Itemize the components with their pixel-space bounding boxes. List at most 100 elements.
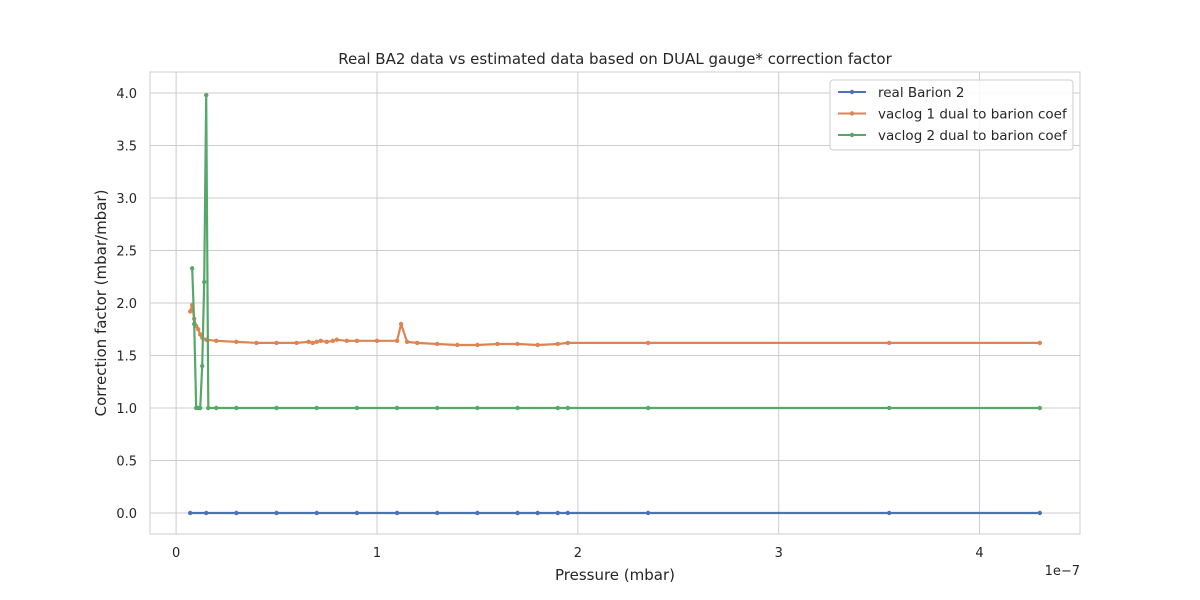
y-axis-label: Correction factor (mbar/mbar) (92, 190, 110, 417)
y-tick-label: 0.0 (116, 507, 137, 522)
data-point (354, 405, 360, 411)
data-point (886, 510, 892, 516)
y-tick-label: 3.5 (116, 140, 137, 155)
data-point (204, 510, 209, 516)
data-point (314, 510, 319, 516)
data-point (435, 510, 440, 516)
data-point (204, 92, 209, 98)
data-point (394, 405, 400, 411)
data-point (354, 510, 360, 516)
data-point (475, 510, 480, 516)
y-tick-label: 4.0 (116, 87, 137, 102)
data-point (565, 405, 570, 411)
data-point (344, 338, 350, 343)
data-point (1037, 510, 1043, 516)
x-axis-ticks: 0 1 2 3 4 (172, 546, 984, 561)
data-point (191, 321, 197, 327)
data-point (475, 342, 480, 348)
data-point (318, 338, 323, 343)
legend-item-1: real Barion 2 (838, 85, 964, 101)
data-point (200, 363, 205, 369)
legend-marker (849, 89, 855, 95)
data-point (555, 510, 560, 516)
series-3 (189, 92, 1043, 411)
y-tick-label: 0.5 (116, 455, 137, 470)
x-axis-offset-text: 1e−7 (1045, 564, 1080, 579)
data-point (535, 342, 540, 348)
data-point (414, 340, 420, 346)
data-point (515, 510, 520, 516)
data-point (455, 342, 460, 348)
data-point (555, 405, 560, 411)
data-point (214, 405, 219, 411)
data-point (565, 510, 570, 516)
data-point (886, 340, 892, 346)
data-point (435, 341, 440, 347)
data-point (645, 340, 651, 346)
data-point (1037, 340, 1043, 346)
y-tick-label: 1.0 (116, 402, 137, 417)
legend-item-2: vaclog 1 dual to barion coef (838, 107, 1068, 123)
data-point (565, 340, 570, 346)
data-point (354, 338, 360, 343)
data-point (214, 338, 219, 343)
data-point (324, 339, 329, 345)
data-point (189, 266, 195, 271)
data-point (234, 510, 239, 516)
x-tick-label: 2 (574, 546, 582, 561)
data-point (234, 339, 239, 345)
data-point (198, 405, 203, 411)
data-point (475, 405, 480, 411)
data-point (274, 405, 279, 411)
data-point (310, 340, 315, 346)
data-point (314, 339, 319, 345)
data-point (187, 510, 193, 516)
data-point (187, 309, 193, 314)
data-point (306, 339, 311, 345)
data-point (274, 510, 279, 516)
legend-label: vaclog 1 dual to barion coef (878, 107, 1068, 123)
data-point (198, 332, 203, 337)
data-point (274, 340, 279, 346)
legend-item-3: vaclog 2 dual to barion coef (838, 128, 1068, 144)
x-tick-label: 3 (775, 546, 783, 561)
legend: real Barion 2 vaclog 1 dual to barion coe… (829, 79, 1074, 151)
y-tick-label: 2.5 (116, 245, 137, 260)
data-point (535, 510, 540, 516)
data-point (435, 405, 440, 411)
data-point (515, 341, 520, 347)
x-tick-label: 4 (975, 546, 983, 561)
y-axis-ticks: 0.0 0.5 1.0 1.5 2.0 2.5 3.0 3.5 4.0 (116, 87, 137, 522)
data-point (374, 338, 380, 343)
data-point (314, 405, 319, 411)
data-point (394, 338, 400, 343)
data-point (206, 405, 211, 411)
data-point (294, 340, 299, 346)
data-point (404, 339, 410, 345)
legend-box (829, 79, 1074, 151)
legend-marker (849, 132, 855, 138)
x-tick-label: 0 (172, 546, 180, 561)
y-tick-label: 1.5 (116, 350, 137, 365)
data-point (398, 321, 404, 327)
y-tick-label: 2.0 (116, 297, 137, 312)
data-point (515, 405, 520, 411)
series-1 (187, 510, 1043, 516)
data-point (645, 510, 651, 516)
legend-label: real Barion 2 (878, 85, 964, 101)
data-point (334, 337, 340, 342)
data-point (495, 341, 500, 347)
data-point (196, 327, 201, 332)
data-point (394, 510, 400, 516)
legend-label: vaclog 2 dual to barion coef (878, 128, 1068, 144)
data-point (330, 338, 335, 343)
data-point (254, 340, 259, 346)
data-point (234, 405, 239, 411)
y-tick-label: 3.0 (116, 192, 137, 207)
series-layer (187, 92, 1043, 516)
legend-marker (849, 111, 855, 116)
data-point (202, 279, 207, 285)
chart-title: Real BA2 data vs estimated data based on… (338, 50, 892, 68)
x-tick-label: 1 (373, 546, 381, 561)
data-point (1037, 405, 1043, 411)
